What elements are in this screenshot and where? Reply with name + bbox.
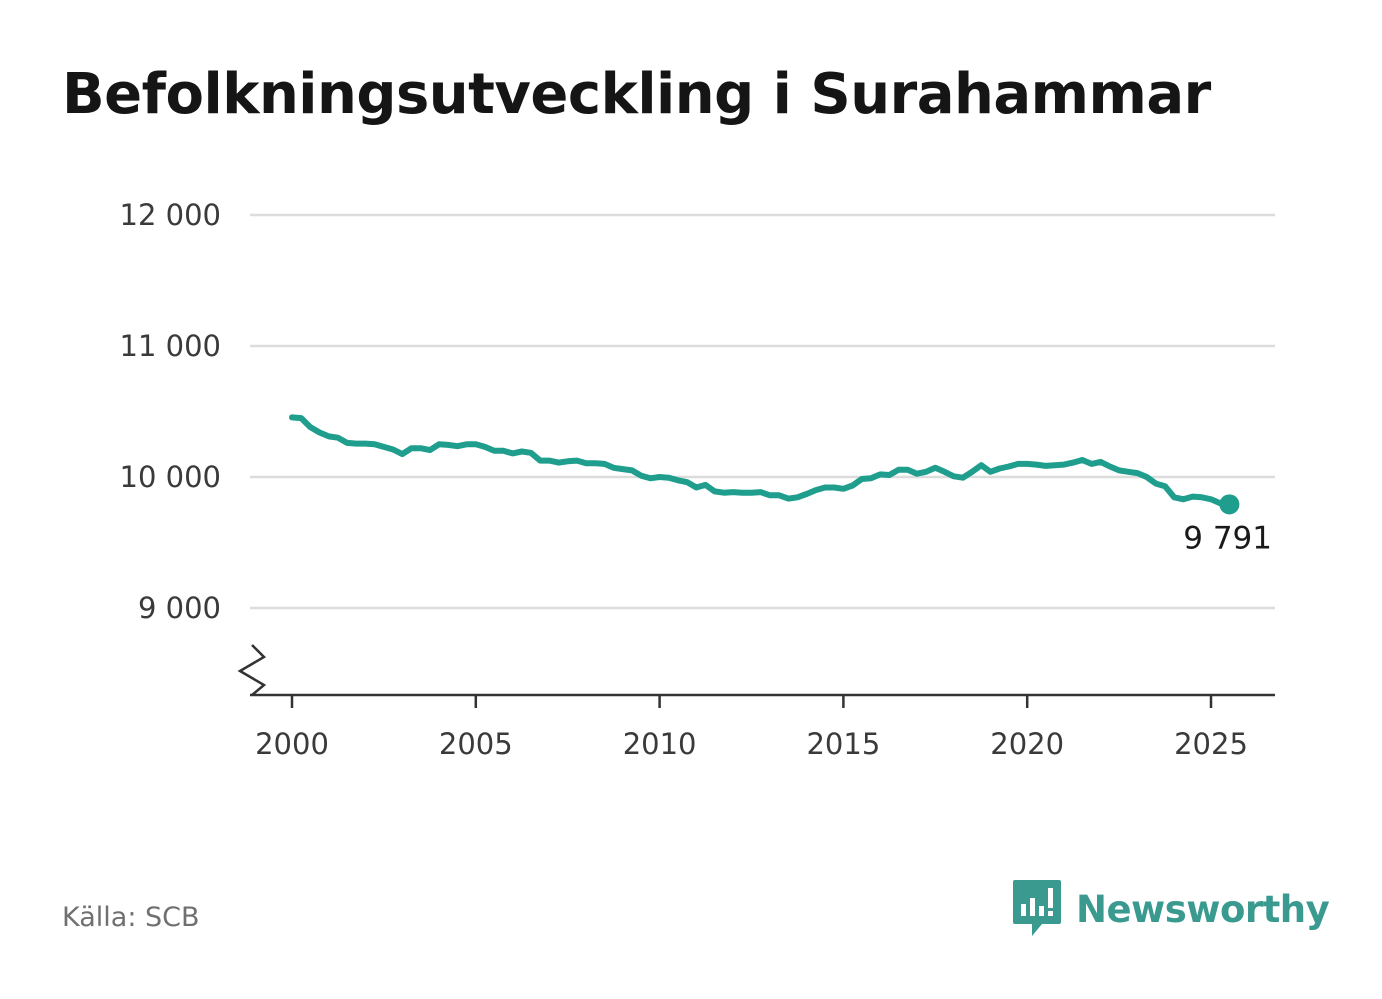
gridlines xyxy=(250,213,1275,610)
y-axis-ticks: 9 000 10 000 11 000 12 000 xyxy=(120,198,221,625)
x-tick-label: 2005 xyxy=(439,727,513,761)
end-value-label: 9 791 xyxy=(1183,520,1272,556)
x-tick-label: 2010 xyxy=(623,727,697,761)
y-tick-label: 9 000 xyxy=(138,591,221,625)
series-line xyxy=(289,414,1233,508)
y-tick-label: 10 000 xyxy=(120,460,221,494)
x-tick-label: 2000 xyxy=(255,727,329,761)
y-tick-label: 11 000 xyxy=(120,329,221,363)
axis-break-icon xyxy=(237,644,267,696)
x-tick-label: 2025 xyxy=(1174,727,1248,761)
x-tick-label: 2015 xyxy=(806,727,880,761)
y-tick-label: 12 000 xyxy=(120,198,221,232)
end-point-marker xyxy=(1219,494,1240,515)
newsworthy-logo-icon xyxy=(1013,880,1061,936)
chart-title: Befolkningsutveckling i Surahammar xyxy=(62,62,1211,127)
series-layer xyxy=(289,414,1240,515)
source-note: Källa: SCB xyxy=(62,902,200,933)
brand-name: Newsworthy xyxy=(1076,887,1330,931)
brand-logo: Newsworthy xyxy=(1012,878,1330,940)
x-axis-ticks: 2000 2005 2010 2015 2020 2025 xyxy=(255,695,1248,761)
x-tick-label: 2020 xyxy=(990,727,1064,761)
